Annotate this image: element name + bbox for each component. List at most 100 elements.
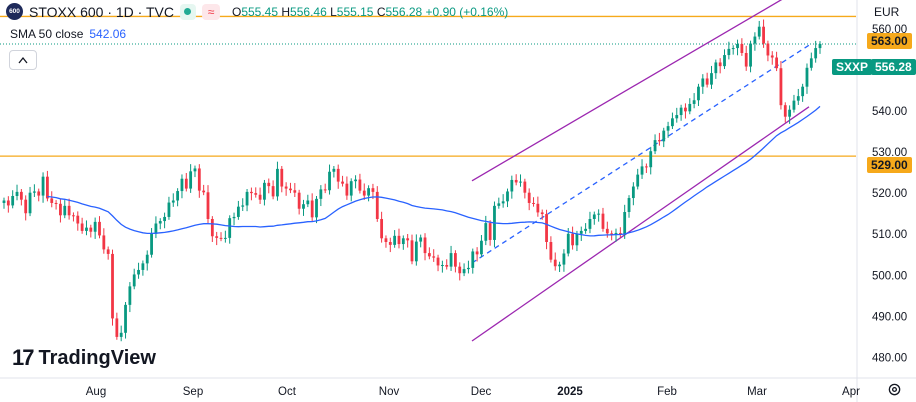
candle-body (701, 78, 705, 87)
candle-body (666, 126, 670, 131)
level-tag-529: 529.00 (867, 157, 912, 173)
x-tick-label: Aug (86, 386, 106, 398)
candle-body (514, 179, 518, 183)
candle-body (727, 48, 731, 56)
symbol-title[interactable]: STOXX 600 · 1D · TVC (29, 3, 174, 20)
y-tick-label: 490.00 (872, 311, 907, 323)
candle-body (736, 43, 739, 49)
candle-body (631, 186, 635, 199)
candle-body (6, 200, 10, 206)
approx-data-icon[interactable]: ≈ (201, 3, 220, 20)
candle-body (263, 182, 266, 200)
candle-body (731, 48, 735, 50)
candle-body (50, 198, 54, 203)
candle-body (80, 223, 84, 231)
candle-body (757, 26, 761, 37)
candle-body (106, 249, 110, 254)
candle-body (601, 213, 605, 229)
candle-body (345, 183, 349, 196)
candle-body (766, 43, 770, 56)
candle-body (432, 256, 436, 258)
candle-body (558, 264, 561, 267)
candle-body (749, 43, 752, 67)
candle-body (770, 55, 774, 58)
candle-body (714, 62, 718, 74)
candle-body (67, 205, 71, 216)
candle-body (692, 100, 696, 104)
candle-body (588, 218, 592, 229)
candle-body (523, 181, 527, 193)
candle-body (545, 214, 548, 243)
candle-body (306, 200, 310, 205)
gear-icon[interactable] (887, 382, 902, 401)
x-tick-label: Oct (278, 386, 297, 398)
candle-body (610, 233, 614, 235)
y-tick-label: 530.00 (872, 147, 907, 159)
candle-body (228, 218, 232, 238)
candle-body (85, 227, 88, 231)
open-value: 555.45 (241, 4, 279, 19)
candle-body (783, 105, 787, 117)
candle-body (401, 238, 405, 245)
level-tag-563: 563.00 (867, 33, 912, 49)
candle-body (93, 221, 97, 232)
candle-body (184, 178, 188, 189)
candle-body (710, 73, 713, 85)
currency-label[interactable]: EUR (874, 5, 900, 19)
candle-body (419, 237, 423, 242)
candle-body (284, 186, 288, 189)
candle-body (367, 188, 370, 196)
candle-body (592, 214, 596, 219)
candle-body (328, 171, 331, 191)
candle-body (814, 48, 818, 59)
candle-body (59, 203, 62, 216)
candle-body (19, 191, 23, 200)
candle-body (102, 235, 106, 250)
candle-body (414, 241, 418, 262)
candle-body (562, 253, 566, 265)
candle-body (158, 221, 162, 224)
candle-body (28, 192, 32, 214)
y-tick-label: 510.00 (872, 229, 907, 241)
candle-body (662, 130, 666, 142)
candle-body (89, 227, 93, 232)
y-tick-label: 560.00 (872, 24, 907, 36)
market-status-icon[interactable] (179, 3, 196, 20)
candle-body (167, 202, 171, 217)
candle-body (640, 166, 644, 175)
symbol-tag: SXXP (832, 59, 873, 75)
candle-body (449, 253, 453, 267)
sma-50-line (47, 105, 821, 237)
x-tick-label: Mar (747, 386, 767, 398)
candle-body (271, 186, 275, 197)
y-tick-label: 500.00 (872, 270, 907, 282)
candle-body (458, 266, 462, 274)
candle-body (267, 182, 271, 187)
close-label: C (376, 4, 386, 19)
x-tick-label: 2025 (557, 386, 583, 398)
candle-body (649, 151, 653, 168)
tradingview-logo[interactable]: 17 TradingView (12, 345, 156, 371)
candle-body (423, 237, 427, 254)
candle-body (245, 191, 249, 206)
candle-body (549, 242, 553, 260)
sma-legend[interactable]: SMA 50 close 542.06 (10, 27, 126, 41)
candle-body (37, 191, 41, 196)
candle-body (163, 216, 166, 222)
candle-body (753, 36, 757, 44)
candle-body (553, 259, 557, 267)
candle-body (254, 193, 258, 195)
candle-body (627, 198, 631, 213)
candle-body (658, 140, 661, 142)
candle-body (206, 192, 210, 219)
candle-body (349, 181, 353, 196)
collapse-legend-button[interactable] (9, 50, 37, 70)
x-tick-label: Apr (842, 386, 860, 398)
high-label: H (281, 4, 291, 19)
candle-body (137, 269, 140, 275)
candle-body (276, 168, 279, 197)
low-label: L (330, 4, 337, 19)
candle-body (293, 190, 297, 193)
